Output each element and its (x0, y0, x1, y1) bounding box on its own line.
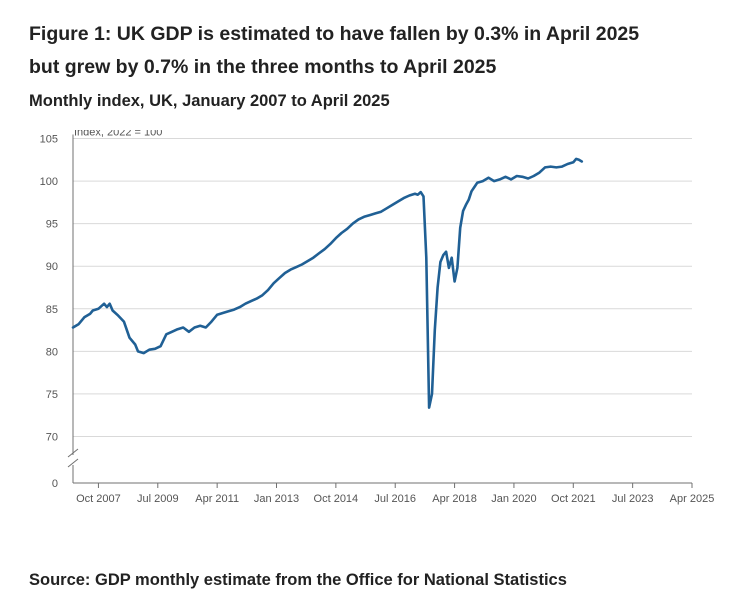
chart-title-line-2: but grew by 0.7% in the three months to … (29, 56, 497, 78)
x-tick-label-8: Oct 2021 (551, 493, 596, 505)
y-tick-label-85: 85 (46, 304, 58, 316)
chart-subtitle: Monthly index, UK, January 2007 to April… (29, 92, 390, 110)
x-tick-label-9: Jul 2023 (612, 493, 654, 505)
y-axis-break-mark-2 (67, 458, 79, 468)
y-axis-break-mark-1 (67, 448, 79, 458)
x-tick-label-4: Oct 2014 (314, 493, 359, 505)
y-tick-label-0: 0 (52, 478, 58, 490)
x-tick-label-0: Oct 2007 (76, 493, 121, 505)
y-tick-label-105: 105 (40, 134, 58, 146)
x-tick-label-6: Apr 2018 (432, 493, 477, 505)
x-tick-label-2: Apr 2011 (195, 493, 239, 505)
y-tick-label-75: 75 (46, 389, 58, 401)
y-tick-label-70: 70 (46, 432, 58, 444)
y-axis-label-mask (72, 116, 192, 130)
x-tick-label-1: Jul 2009 (137, 493, 179, 505)
y-tick-label-100: 100 (40, 176, 58, 188)
chart-title: Figure 1: UK GDP is estimated to have fa… (29, 18, 729, 84)
y-tick-label-80: 80 (46, 346, 58, 358)
y-tick-label-90: 90 (46, 261, 58, 273)
chart-title-line-1: Figure 1: UK GDP is estimated to have fa… (29, 23, 640, 45)
x-tick-label-5: Jul 2016 (374, 493, 416, 505)
series-line-gdp-index (71, 157, 584, 409)
y-tick-label-95: 95 (46, 219, 58, 231)
x-tick-label-3: Jan 2013 (254, 493, 299, 505)
x-tick-label-7: Jan 2020 (491, 493, 536, 505)
x-tick-label-10: Apr 2025 (670, 493, 715, 505)
source-note: Source: GDP monthly estimate from the Of… (29, 571, 567, 589)
